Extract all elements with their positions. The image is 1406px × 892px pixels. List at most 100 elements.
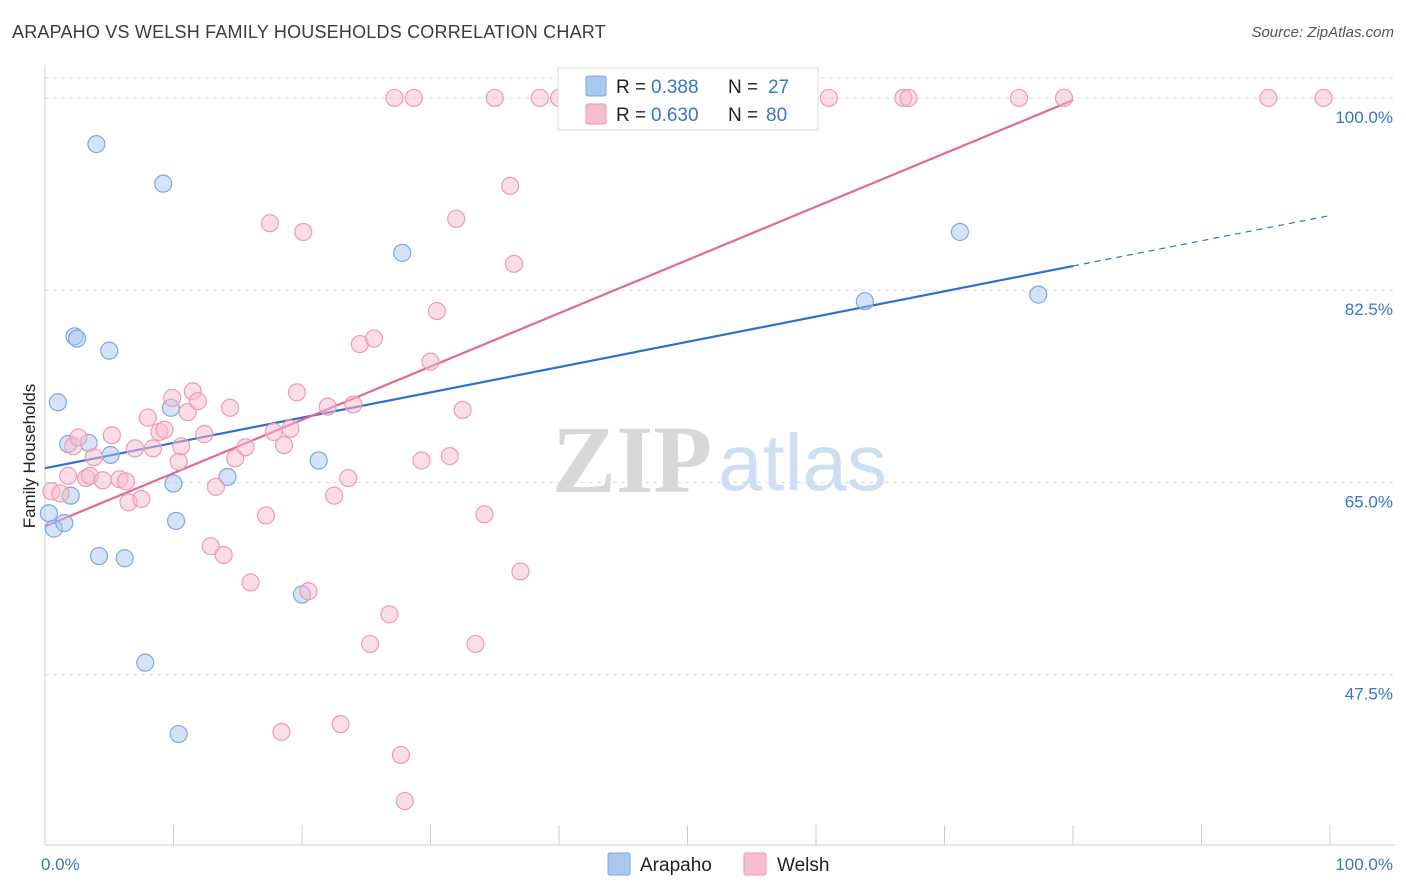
point-welsh-15 — [138, 408, 157, 427]
legend-bottom-swatch-welsh — [743, 852, 767, 876]
point-welsh-71 — [819, 88, 838, 108]
x-tick-label-1: 100.0% — [1335, 855, 1393, 874]
x-tick-labels: 0.0% 100.0% — [41, 855, 1393, 874]
legend-series: Arapaho Welsh — [607, 852, 829, 876]
point-welsh-51 — [391, 745, 411, 765]
point-welsh-28 — [214, 545, 233, 565]
point-arapaho-15 — [154, 174, 173, 193]
point-arapaho-20 — [218, 467, 237, 487]
legend-r-label-arapaho: R = — [616, 77, 646, 98]
point-welsh-13 — [125, 439, 145, 458]
point-welsh-73 — [899, 88, 918, 108]
trend-line-extension-arapaho — [1072, 214, 1331, 267]
point-welsh-36 — [274, 436, 294, 455]
point-welsh-20 — [169, 452, 188, 471]
point-arapaho-25 — [950, 222, 970, 242]
legend-r-label-welsh: R = — [616, 105, 646, 126]
point-arapaho-17 — [164, 474, 183, 493]
point-welsh-38 — [287, 383, 306, 402]
legend-bottom-label-welsh: Welsh — [777, 855, 829, 876]
y-tick-label-3: 47.5% — [1345, 685, 1393, 704]
point-arapaho-0 — [39, 504, 58, 523]
point-welsh-47 — [361, 634, 380, 654]
y-tick-label-0: 100.0% — [1335, 108, 1393, 127]
watermark-atlas: atlas — [718, 418, 887, 507]
watermark: ZIP atlas — [552, 406, 887, 513]
point-arapaho-18 — [166, 511, 186, 531]
point-welsh-75 — [1054, 88, 1074, 108]
point-welsh-18 — [155, 420, 174, 439]
point-arapaho-13 — [115, 549, 134, 568]
point-welsh-27 — [206, 477, 226, 496]
legend-stats: R = 0.388 N = 27 R = 0.630 N = 80 — [557, 67, 819, 131]
point-welsh-79 — [485, 88, 504, 108]
point-welsh-43 — [331, 715, 350, 734]
point-welsh-60 — [466, 634, 485, 654]
point-welsh-41 — [318, 397, 337, 416]
point-welsh-65 — [530, 88, 549, 108]
point-arapaho-11 — [100, 341, 119, 360]
point-welsh-7 — [84, 448, 103, 467]
legend-n-value-welsh: 80 — [766, 105, 787, 126]
point-welsh-11 — [116, 472, 136, 491]
point-welsh-63 — [504, 254, 524, 273]
point-welsh-58 — [447, 209, 466, 228]
legend-n-label-welsh: N = — [728, 105, 758, 126]
point-arapaho-7 — [68, 329, 87, 348]
point-welsh-48 — [364, 329, 384, 348]
watermark-zip: ZIP — [552, 406, 712, 513]
point-welsh-29 — [220, 398, 240, 417]
point-welsh-4 — [69, 428, 88, 447]
point-welsh-50 — [385, 88, 404, 108]
point-welsh-76 — [1259, 88, 1278, 108]
point-welsh-37 — [281, 419, 300, 438]
y-tick-label-1: 82.5% — [1345, 300, 1393, 319]
point-welsh-44 — [339, 468, 358, 488]
legend-bottom-swatch-arapaho — [607, 852, 631, 876]
x-tick-label-0: 0.0% — [41, 855, 80, 874]
point-welsh-55 — [421, 352, 440, 371]
point-arapaho-14 — [136, 653, 155, 672]
point-welsh-77 — [1314, 88, 1333, 108]
point-welsh-24 — [188, 392, 208, 411]
point-welsh-45 — [344, 395, 363, 414]
trend-lines — [44, 99, 1331, 528]
point-arapaho-23 — [393, 243, 412, 262]
point-welsh-9 — [102, 426, 121, 445]
y-tick-labels: 100.0% 82.5% 65.0% 47.5% — [1335, 108, 1393, 704]
legend-n-value-arapaho: 27 — [768, 77, 789, 98]
point-arapaho-26 — [1029, 285, 1048, 304]
legend-swatch-arapaho — [585, 75, 607, 97]
point-welsh-59 — [453, 400, 472, 420]
point-arapaho-12 — [101, 445, 120, 465]
point-welsh-2 — [59, 466, 78, 485]
point-welsh-14 — [132, 489, 151, 509]
point-welsh-8 — [93, 471, 112, 490]
legend-bottom-label-arapaho: Arapaho — [640, 855, 712, 876]
point-welsh-21 — [172, 437, 191, 456]
trend-line-arapaho — [44, 264, 1074, 470]
point-welsh-39 — [294, 222, 313, 242]
legend-n-label-arapaho: N = — [728, 77, 758, 98]
point-welsh-52 — [395, 791, 414, 811]
point-welsh-54 — [412, 451, 431, 470]
point-arapaho-19 — [169, 724, 188, 744]
trend-line-welsh — [44, 99, 1074, 528]
point-welsh-62 — [501, 176, 520, 195]
point-welsh-34 — [260, 214, 279, 233]
chart-title: ARAPAHO VS WELSH FAMILY HOUSEHOLDS CORRE… — [12, 22, 606, 42]
point-welsh-57 — [440, 446, 459, 466]
point-arapaho-10 — [89, 546, 109, 566]
point-welsh-40 — [299, 582, 318, 601]
point-arapaho-2 — [48, 393, 67, 412]
point-welsh-74 — [1009, 88, 1029, 108]
point-welsh-16 — [143, 439, 163, 458]
point-welsh-25 — [195, 425, 214, 444]
point-welsh-56 — [427, 301, 447, 321]
point-welsh-33 — [256, 506, 276, 525]
point-welsh-19 — [163, 388, 182, 407]
chart-source: Source: ZipAtlas.com — [1251, 24, 1394, 41]
point-arapaho-3 — [55, 514, 74, 533]
y-axis-title: Family Households — [20, 384, 39, 529]
legend-r-value-welsh: 0.630 — [651, 105, 699, 126]
